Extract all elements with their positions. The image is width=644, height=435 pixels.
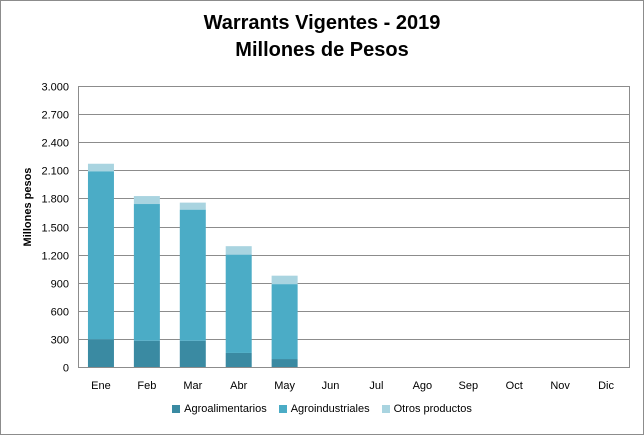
bar-segment bbox=[271, 275, 298, 285]
legend-item: Agroindustriales bbox=[278, 403, 370, 415]
legend-swatch bbox=[381, 405, 390, 413]
bar-segment bbox=[133, 340, 160, 367]
y-tick-label: 3.000 bbox=[41, 82, 69, 94]
plot-area bbox=[78, 86, 630, 368]
bar-segment bbox=[87, 163, 114, 172]
x-tick-label: Sep bbox=[459, 380, 479, 392]
x-tick-label: Oct bbox=[506, 380, 523, 392]
x-tick-label: Ene bbox=[91, 380, 111, 392]
legend-item: Otros productos bbox=[381, 403, 472, 415]
bar-segment bbox=[179, 340, 206, 367]
bar-segment bbox=[225, 254, 252, 353]
x-tick-label: Jul bbox=[369, 380, 383, 392]
x-tick-label: Abr bbox=[230, 380, 247, 392]
y-tick-label: 2.700 bbox=[41, 110, 69, 122]
y-tick-label: 1.200 bbox=[41, 251, 69, 263]
y-tick-label: 2.100 bbox=[41, 166, 69, 178]
x-tick-label: May bbox=[274, 380, 295, 392]
x-tick-label: Jun bbox=[322, 380, 340, 392]
legend-label: Agroalimentarios bbox=[184, 403, 267, 415]
y-tick-label: 1.800 bbox=[41, 194, 69, 206]
y-tick-label: 600 bbox=[51, 307, 69, 319]
bar-segment bbox=[225, 352, 252, 367]
x-tick-label: Dic bbox=[598, 380, 614, 392]
x-tick-label: Nov bbox=[550, 380, 570, 392]
x-tick-label: Feb bbox=[137, 380, 156, 392]
bar-segment bbox=[87, 171, 114, 340]
y-tick-label: 0 bbox=[63, 363, 69, 375]
bar-segment bbox=[133, 196, 160, 205]
bar-segment bbox=[179, 209, 206, 341]
legend-swatch bbox=[172, 405, 181, 413]
chart-title-block: Warrants Vigentes - 2019 Millones de Pes… bbox=[0, 10, 644, 64]
legend-item: Agroalimentarios bbox=[172, 403, 267, 415]
y-tick-label: 300 bbox=[51, 335, 69, 347]
legend-label: Agroindustriales bbox=[290, 403, 370, 415]
bar-segment bbox=[225, 246, 252, 255]
x-tick-label: Mar bbox=[183, 380, 202, 392]
legend-label: Otros productos bbox=[393, 403, 472, 415]
y-tick-label: 900 bbox=[51, 279, 69, 291]
chart-subtitle: Millones de Pesos bbox=[235, 39, 409, 61]
bar-segment bbox=[133, 204, 160, 341]
bar-segment bbox=[179, 202, 206, 210]
bar-segment bbox=[271, 359, 298, 367]
legend-swatch bbox=[278, 405, 287, 413]
chart-legend: Agroalimentarios Agroindustriales Otros pr… bbox=[0, 403, 644, 415]
chart-title: Warrants Vigentes - 2019 bbox=[203, 12, 441, 34]
y-tick-label: 2.400 bbox=[41, 138, 69, 150]
y-tick-label: 1.500 bbox=[41, 223, 69, 235]
bar-segment bbox=[87, 339, 114, 367]
x-tick-label: Ago bbox=[413, 380, 433, 392]
bar-segment bbox=[271, 284, 298, 360]
